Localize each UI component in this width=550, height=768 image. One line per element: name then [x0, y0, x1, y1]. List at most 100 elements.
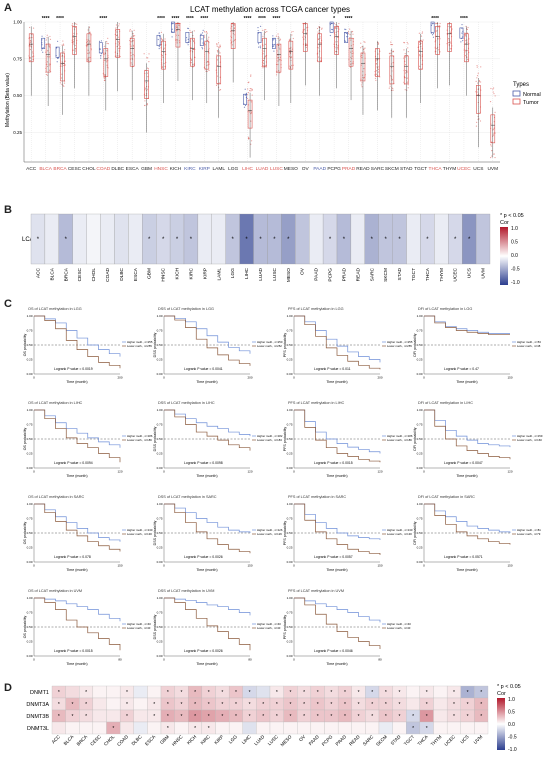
tumor-point: [333, 22, 335, 25]
x-label-ov: OV: [298, 734, 307, 743]
heat-cell-lusc: *: [267, 213, 282, 265]
tumor-point: [46, 63, 48, 65]
normal-point: [330, 22, 333, 25]
heat-cell-dnmt1-ucs: *: [460, 685, 475, 699]
panel-c-survival-grid: OS of LCAT methylation in LGG OS probabil…: [23, 307, 543, 666]
x-label-stad: STAD: [397, 267, 403, 280]
km-ytick: 0.00: [157, 560, 163, 564]
heat-cell-star: *: [232, 237, 235, 243]
tumor-point: [46, 37, 48, 39]
significance-stars: ****: [244, 16, 252, 22]
heat-cell-rect: [106, 697, 121, 711]
tumor-point: [46, 34, 48, 36]
tumor-point: [216, 54, 218, 56]
heat-cell-rect: [406, 697, 421, 711]
km-ytick: 0.75: [27, 611, 33, 615]
km-xlabel: Time (month): [456, 568, 477, 572]
heat-cell-star: *: [468, 237, 471, 243]
km-plot-lihc-pfs: PFS of LCAT methylation in LIHC PFS proba…: [283, 401, 413, 478]
heat-cell-dnmt3a-prad: *: [337, 697, 352, 711]
tumor-point: [146, 57, 148, 59]
normal-point: [171, 36, 173, 38]
heat-cell-dnmt1-kirp: *: [215, 685, 230, 699]
heat-cell-rect: [133, 685, 148, 699]
heat-cell-hnsc: *: [156, 213, 171, 265]
normal-point: [201, 38, 203, 40]
tumor-box: [216, 55, 222, 85]
box-group-prad: [344, 28, 355, 101]
heat-cell-dnmt3b-dlbc: [133, 709, 148, 723]
km-ytick: 0.25: [417, 358, 423, 362]
km-xtick: 0: [33, 658, 35, 662]
significance-stars: ****: [345, 16, 353, 22]
km-ytick: 0.25: [27, 358, 33, 362]
heat-cell-rect: [446, 721, 461, 735]
panel-d-letter: D: [4, 682, 12, 694]
km-pvalue: Logrank P value = 0.0015: [54, 649, 93, 653]
heat-cell-dnmt3b-ucec: *: [446, 709, 461, 723]
normal-box: [243, 93, 247, 105]
heat-cell-dnmt1-esca: [147, 685, 162, 699]
heat-cell-dnmt3a-thca: *: [419, 697, 434, 711]
tumor-point: [49, 35, 51, 38]
heat-cell-rect: [79, 721, 94, 735]
heat-cell-star: *: [221, 714, 223, 720]
x-label-paad: PAAD: [313, 166, 326, 172]
tumor-point: [465, 40, 467, 42]
tumor-point: [360, 47, 362, 49]
heat-cell-rect: [242, 721, 257, 735]
km-curve-lower: [294, 409, 381, 463]
km-ylabel: PFS probability: [283, 427, 287, 452]
km-ytick: 0.00: [287, 560, 293, 564]
normal-box: [344, 32, 348, 43]
tumor-point: [361, 54, 363, 57]
tumor-point: [143, 53, 145, 55]
heat-cell-dnmt3b-tgct: *: [406, 709, 421, 723]
tumor-point: [115, 38, 118, 40]
heat-cell-dnmt3b-ov: *: [297, 709, 312, 723]
tumor-point: [277, 33, 279, 35]
km-plot-lihc-dss: DSS of LCAT methylation in LIHC DSS proba…: [153, 401, 283, 478]
x-label-ucs: UCS: [459, 734, 469, 744]
heat-cell-dnmt3l-read: [351, 721, 366, 735]
x-label-esca: ESCA: [133, 267, 139, 281]
row-label-dnmt1: DNMT1: [30, 690, 49, 696]
tumor-point: [262, 59, 264, 62]
tumor-point: [63, 44, 65, 46]
heat-cell-dnmt3a-read: *: [351, 697, 366, 711]
km-legend-higher: Higher meth., n=53: [517, 340, 541, 344]
heat-cell-rect: [92, 721, 107, 735]
tumor-point: [377, 68, 380, 71]
heat-cell-dnmt3l-skcm: [378, 721, 393, 735]
tumor-point: [248, 81, 250, 83]
heat-cell-star: *: [180, 690, 182, 696]
tumor-point: [317, 38, 319, 40]
heat-cell-dnmt3b-thca: *: [419, 709, 434, 723]
x-label-paad: PAAD: [314, 267, 320, 280]
km-ytick: 0.50: [417, 531, 423, 535]
km-ytick: 0.75: [27, 329, 33, 333]
heat-cell-luad: *: [253, 213, 268, 265]
tumor-point: [29, 48, 32, 51]
box-group-kirp: [199, 29, 210, 104]
km-xlabel: Time (month): [326, 568, 347, 572]
tumor-point: [279, 48, 281, 50]
box-group-acc: [28, 26, 35, 96]
heat-cell-star: *: [412, 726, 414, 732]
x-label-hnsc: HNSC: [154, 166, 168, 172]
heat-cell-rect: [51, 721, 66, 735]
normal-box: [272, 37, 276, 49]
heat-cell-dnmt3a-kich: *: [188, 697, 203, 711]
km-ytick: 1.00: [27, 502, 33, 506]
normal-point: [345, 32, 348, 35]
tumor-point: [389, 53, 391, 55]
x-label-kirp: KIRP: [202, 268, 208, 279]
x-label-read: READ: [355, 267, 361, 281]
tumor-point: [251, 94, 253, 96]
x-label-luad: LUAD: [256, 166, 269, 172]
km-legend-lower: Lower meth., n=160: [517, 438, 542, 442]
tumor-point: [320, 28, 323, 30]
normal-point: [344, 28, 346, 30]
tumor-point: [163, 47, 165, 49]
colorbar-tick: -0.5: [511, 267, 520, 273]
